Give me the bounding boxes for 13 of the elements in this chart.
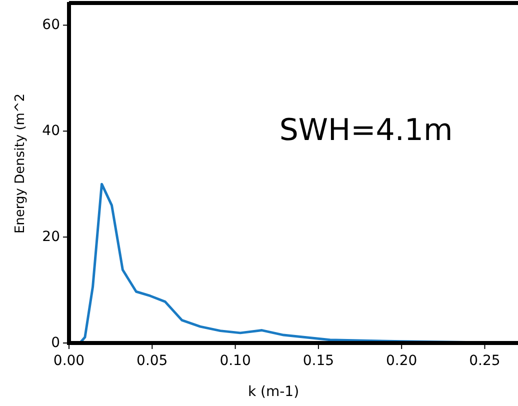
y-tick-label: 60 — [42, 17, 60, 34]
x-tick-label: 0.15 — [302, 353, 334, 369]
x-tick-label: 0.05 — [136, 353, 168, 369]
x-axis-title: k (m-1) — [248, 384, 300, 400]
x-tick-label: 0.10 — [220, 353, 251, 369]
x-tick-label: 0.20 — [386, 353, 418, 369]
y-tick-label: 20 — [42, 229, 60, 246]
y-axis-title: Energy Density (m^2 — [13, 93, 28, 234]
y-tick-label: 0 — [51, 335, 60, 351]
x-tick-label: 0.00 — [53, 353, 85, 369]
y-tick-label: 40 — [42, 123, 60, 140]
x-tick-label: 0.25 — [469, 353, 500, 369]
annotation: SWH=4.1m — [279, 113, 453, 148]
